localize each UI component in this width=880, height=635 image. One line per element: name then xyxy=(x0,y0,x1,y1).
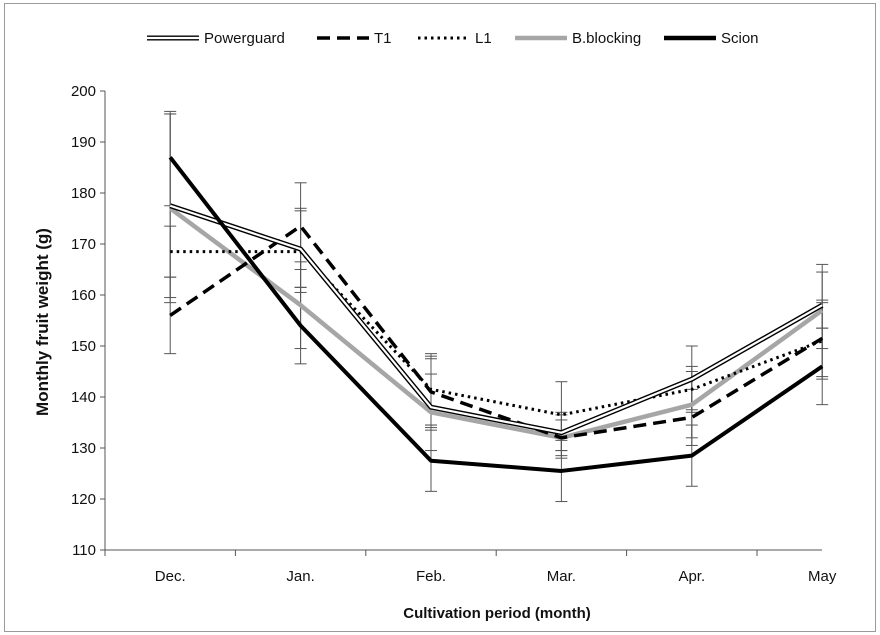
x-tick-label: May xyxy=(808,568,837,585)
legend-label: T1 xyxy=(374,30,392,47)
series-line-powerguard xyxy=(169,203,824,436)
legend-item-scion: Scion xyxy=(664,30,759,47)
legend-item-b-blocking: B.blocking xyxy=(515,30,641,47)
legend-label: B.blocking xyxy=(572,30,641,47)
y-tick-label: 200 xyxy=(71,83,96,100)
y-tick-label: 180 xyxy=(71,185,96,202)
x-tick-label: Apr. xyxy=(678,568,705,585)
error-bars xyxy=(164,110,829,503)
y-tick-label: 160 xyxy=(71,287,96,304)
x-tick-label: Mar. xyxy=(547,568,576,585)
y-axis-title: Monthly fruit weight (g) xyxy=(33,228,52,416)
series-line-scion xyxy=(168,156,824,473)
axes: 110 120 130 140 150 160 170 180 190 200 Dec. Jan. Fe… xyxy=(71,83,837,585)
y-tick-label: 110 xyxy=(72,542,96,559)
legend-item-l1: L1 xyxy=(418,30,492,47)
series-line-l1 xyxy=(170,250,823,417)
series-line-t1 xyxy=(169,223,824,440)
series-line-b-blocking xyxy=(168,206,824,441)
legend-item-t1: T1 xyxy=(317,30,392,47)
legend-label: L1 xyxy=(475,30,492,47)
x-axis-title: Cultivation period (month) xyxy=(403,605,590,622)
y-tick-label: 150 xyxy=(71,338,96,355)
y-tick-label: 140 xyxy=(71,389,96,406)
legend-label: Scion xyxy=(721,30,759,47)
y-tick-label: 120 xyxy=(71,491,96,508)
legend: Powerguard T1 L1 B.blocking Scion xyxy=(147,30,759,47)
y-tick-label: 130 xyxy=(71,440,96,457)
x-tick-label: Jan. xyxy=(286,568,314,585)
legend-item-powerguard: Powerguard xyxy=(147,30,285,47)
x-tick-label: Feb. xyxy=(416,568,446,585)
y-tick-label: 170 xyxy=(71,236,96,253)
x-tick-label: Dec. xyxy=(155,568,186,585)
chart-frame xyxy=(4,3,876,632)
legend-label: Powerguard xyxy=(204,30,285,47)
series-lines xyxy=(168,156,824,473)
y-tick-label: 190 xyxy=(71,134,96,151)
series-line-inner-powerguard xyxy=(169,204,823,434)
